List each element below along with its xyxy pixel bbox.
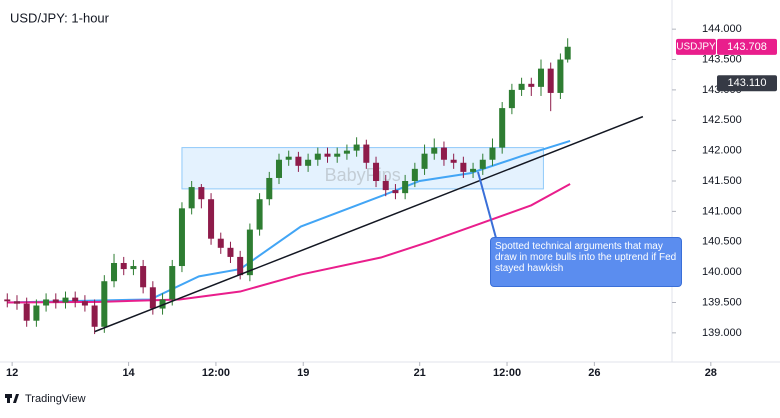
x-tick-label: 14: [122, 367, 135, 379]
y-tick-label: 140.500: [702, 236, 742, 248]
candle-body: [402, 181, 409, 194]
y-tick-label: 139.000: [702, 327, 742, 339]
y-tick-label: 139.500: [702, 296, 742, 308]
candle-body: [217, 238, 224, 248]
candle-body: [208, 199, 215, 239]
y-tick-label: 141.500: [702, 175, 742, 187]
candle-body: [431, 147, 438, 154]
candle-body: [518, 83, 525, 90]
level-label: 143.110: [728, 77, 767, 89]
candle-body: [101, 281, 108, 327]
candle-body: [547, 68, 554, 93]
candle-body: [13, 301, 20, 304]
candle-body: [314, 153, 321, 160]
candle-body: [557, 59, 564, 93]
x-tick-label: 21: [414, 367, 426, 379]
candle-body: [353, 144, 360, 151]
candle-body: [43, 299, 50, 306]
candle-body: [295, 156, 302, 166]
callout-pointer: [477, 171, 497, 239]
candle-body: [528, 83, 535, 87]
candle-body: [305, 159, 312, 166]
y-tick-label: 143.500: [702, 53, 742, 65]
candle-body: [198, 187, 205, 200]
candle-body: [149, 287, 156, 309]
candle-body: [373, 162, 380, 181]
candle-body: [130, 266, 137, 270]
candle-body: [188, 187, 195, 209]
x-tick-label: 12: [6, 367, 18, 379]
candle-body: [159, 299, 166, 309]
candle-body: [140, 266, 147, 288]
candle-body: [450, 159, 457, 163]
x-tick-label: 12:00: [493, 367, 521, 379]
candle-body: [499, 108, 506, 148]
candle-body: [227, 247, 234, 257]
candle-body: [23, 303, 30, 321]
candle-body: [169, 266, 176, 300]
symbol-price-box: [717, 38, 777, 55]
candle-body: [392, 190, 399, 194]
chart-title: USD/JPY: 1-hour: [10, 10, 110, 25]
candle-body: [489, 147, 496, 160]
candle-body: [72, 297, 79, 302]
candle-body: [460, 162, 467, 172]
symbol-name: USDJPY: [676, 42, 716, 53]
trendline: [94, 115, 644, 333]
candle-body: [237, 256, 244, 276]
candle-body: [440, 147, 447, 160]
candle-body: [479, 159, 486, 169]
candle-body: [111, 262, 118, 282]
candle-body: [382, 181, 389, 191]
candle-body: [4, 299, 11, 302]
x-tick-label: 26: [588, 367, 600, 379]
candle-body: [343, 150, 350, 154]
candle-body: [52, 299, 59, 303]
logo: [5, 394, 19, 403]
candle-body: [120, 262, 127, 270]
candle-body: [363, 144, 370, 163]
candle-body: [537, 68, 545, 87]
candle-body: [411, 168, 418, 181]
footer-brand: TradingView: [25, 393, 86, 405]
candle-body: [62, 297, 69, 303]
y-tick-label: 140.000: [702, 266, 742, 278]
candle-body: [91, 305, 98, 327]
candle-body: [421, 153, 428, 169]
candle-body: [508, 89, 515, 109]
candle-body: [334, 153, 341, 157]
candle-body: [564, 46, 571, 60]
y-tick-label: 144.000: [702, 23, 742, 35]
zone-watermark: BabyPips: [325, 165, 401, 185]
y-tick-label: 142.500: [702, 114, 742, 126]
x-tick-label: 19: [297, 367, 309, 379]
y-tick-label: 141.000: [702, 205, 742, 217]
candle-body: [246, 229, 253, 276]
level-label-box: [717, 75, 777, 92]
x-tick-label: 12:00: [202, 367, 230, 379]
annotation-callout: Spotted technical arguments that may dra…: [490, 237, 682, 287]
candle-body: [256, 199, 263, 230]
moving-average: [7, 183, 571, 304]
candle-body: [266, 177, 273, 200]
candle-body: [470, 168, 477, 172]
x-tick-label: 28: [705, 367, 717, 379]
symbol-price: 143.708: [727, 41, 767, 53]
candle-body: [178, 208, 185, 267]
y-tick-label: 142.000: [702, 145, 742, 157]
symbol-name-box: [676, 38, 716, 55]
candle-body: [81, 301, 88, 306]
candle-body: [275, 159, 282, 178]
candle-body: [33, 305, 40, 321]
candle-body: [324, 153, 331, 157]
candle-body: [285, 156, 292, 160]
